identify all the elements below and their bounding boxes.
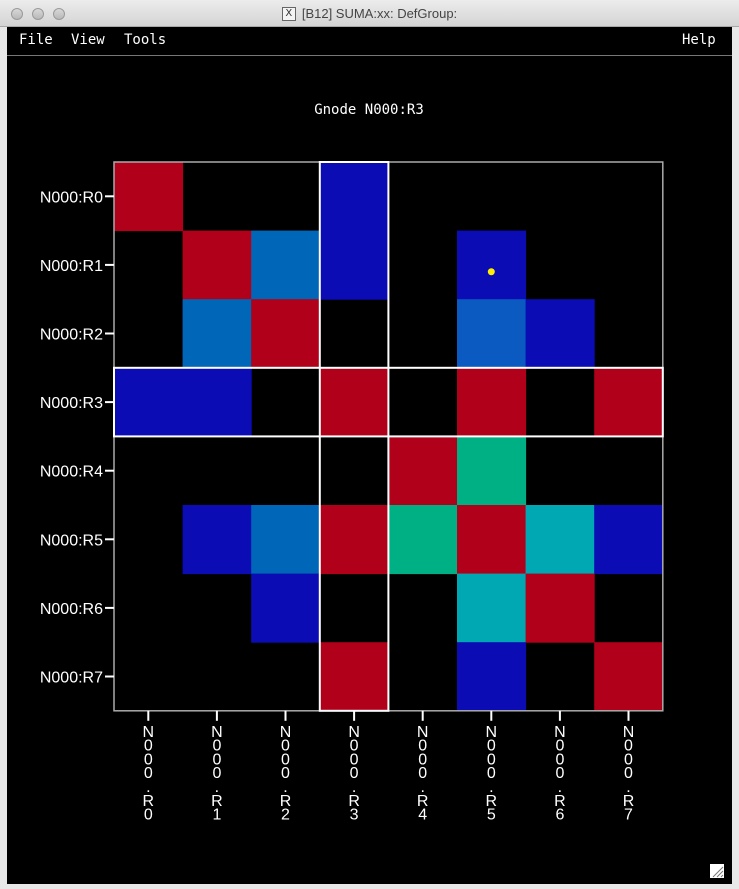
matrix-cell-r3-c3[interactable]: [319, 367, 389, 437]
matrix-cell-r2-c6[interactable]: [525, 299, 595, 369]
matrix-cell-r5-c5[interactable]: [457, 505, 527, 575]
row-label: N000:R7: [40, 670, 103, 687]
matrix-cell-r5-c1[interactable]: [182, 505, 252, 575]
plot-title: Gnode N000:R3: [314, 102, 424, 118]
matrix-cell-r2-c2[interactable]: [251, 299, 321, 369]
close-window-button[interactable]: [11, 8, 23, 20]
matrix-cell-r1-c1[interactable]: [182, 230, 252, 300]
matrix-cell-r3-c7[interactable]: [594, 367, 664, 437]
matrix-cell-r7-c5[interactable]: [457, 642, 527, 712]
x11-app-icon: X: [281, 6, 296, 21]
menu-bar: File View Tools Help: [7, 27, 732, 54]
matrix-cell-r6-c5[interactable]: [457, 573, 527, 643]
window-content: File View Tools Help Gnode N000:R3 N000:…: [7, 27, 732, 884]
row-label: N000:R6: [40, 601, 103, 618]
axis-ticks: [105, 195, 630, 721]
matrix-cell-r5-c2[interactable]: [251, 505, 321, 575]
matrix-cell-r2-c5[interactable]: [457, 299, 527, 369]
row-label: N000:R1: [40, 258, 103, 275]
matrix-cell-r0-c3[interactable]: [319, 162, 389, 232]
matrix-plot[interactable]: Gnode N000:R3 N000:R0N000:R1N000:R2N000:…: [14, 83, 724, 878]
matrix-cell-r0-c0[interactable]: [114, 162, 184, 232]
row-label: N000:R0: [40, 189, 103, 206]
row-label: N000:R3: [40, 395, 103, 412]
matrix-cell-r1-c3[interactable]: [319, 230, 389, 300]
matrix-cell-r5-c4[interactable]: [388, 505, 458, 575]
matrix-cell-r7-c3[interactable]: [319, 642, 389, 712]
menu-help[interactable]: Help: [682, 32, 716, 48]
matrix-cell-r4-c5[interactable]: [457, 436, 527, 506]
matrix-cell-r3-c0[interactable]: [114, 367, 184, 437]
row-label: N000:R5: [40, 532, 103, 549]
matrix-cell-r5-c3[interactable]: [319, 505, 389, 575]
menu-separator: [7, 55, 732, 56]
window-titlebar: X [B12] SUMA:xx: DefGroup:: [0, 0, 739, 27]
row-labels: N000:R0 N000:R1 N000:R2 N000:R3 N000:R4 N000:…: [40, 189, 103, 686]
matrix-cell-r7-c7[interactable]: [594, 642, 664, 712]
matrix-cell-r6-c6[interactable]: [525, 573, 595, 643]
zoom-window-button[interactable]: [53, 8, 65, 20]
window-title: [B12] SUMA:xx: DefGroup:: [301, 6, 458, 21]
menu-file[interactable]: File: [19, 32, 53, 48]
minimize-window-button[interactable]: [32, 8, 44, 20]
menu-tools[interactable]: Tools: [124, 32, 167, 48]
matrix-cell-r2-c1[interactable]: [182, 299, 252, 369]
matrix-cell-r3-c1[interactable]: [182, 367, 252, 437]
resize-grip-icon[interactable]: [710, 864, 724, 878]
selection-marker: [487, 268, 495, 276]
matrix-cell-r4-c4[interactable]: [388, 436, 458, 506]
matrix-cell-r1-c5[interactable]: [457, 230, 527, 300]
row-label: N000:R2: [40, 327, 103, 344]
matrix-cell-r5-c6[interactable]: [525, 505, 595, 575]
matrix-cell-r6-c2[interactable]: [251, 573, 321, 643]
matrix-cell-r1-c2[interactable]: [251, 230, 321, 300]
matrix-cell-r3-c5[interactable]: [457, 367, 527, 437]
row-label: N000:R4: [40, 464, 103, 481]
menu-view[interactable]: View: [71, 32, 105, 48]
matrix-cell-r5-c7[interactable]: [594, 505, 664, 575]
column-labels: N 0 0 0. R 0 N 0 0 0. R 1 N 0 0 0. R 2 N 0 0 0. R 3 N 0 0 0. R 4 N 0 0 0.…: [143, 724, 635, 824]
